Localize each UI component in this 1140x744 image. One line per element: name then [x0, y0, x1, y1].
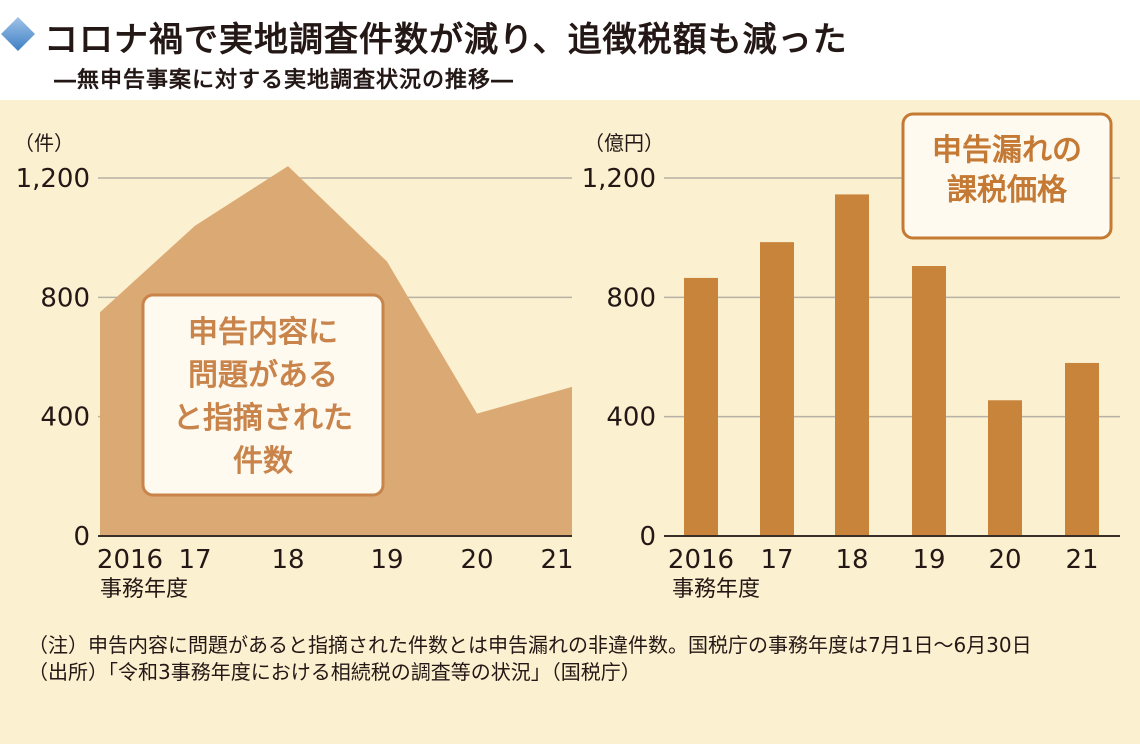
- x-tick-label: 21: [1065, 545, 1098, 575]
- x-tick-label: 17: [760, 545, 793, 575]
- x-tick-label: 20: [988, 545, 1021, 575]
- notes: （注）申告内容に問題があると指摘された件数とは申告漏れの非違件数。国税庁の事務年…: [28, 632, 1118, 686]
- header: コロナ禍で実地調査件数が減り、追徴税額も減った ―無申告事案に対する実地調査状況…: [0, 0, 1140, 100]
- y-axis-unit-label: （件）: [14, 131, 74, 155]
- y-tick-label: 0: [73, 522, 90, 552]
- y-tick-label: 400: [40, 403, 90, 433]
- x-axis-label: 事務年度: [100, 577, 188, 602]
- source-text: （出所）「令和3事務年度における相続税の調査等の状況」（国税庁）: [28, 660, 641, 684]
- annotation-line: と指摘された: [173, 401, 353, 436]
- x-tick-label: 2016: [97, 545, 163, 575]
- x-tick-label: 18: [271, 545, 304, 575]
- bar: [835, 194, 869, 536]
- y-tick-label: 1,200: [582, 164, 656, 194]
- annotation-box: [141, 293, 385, 497]
- diamond-icon: [1, 17, 35, 51]
- y-tick-label: 400: [606, 403, 656, 433]
- y-axis-unit-label: （億円）: [584, 131, 664, 155]
- y-tick-label: 0: [639, 522, 656, 552]
- x-tick-label: 21: [540, 545, 573, 575]
- annotation-line: 申告内容に: [188, 315, 338, 350]
- bar: [988, 400, 1022, 536]
- bar: [912, 266, 946, 536]
- x-tick-label: 2016: [668, 545, 734, 575]
- y-tick-label: 800: [40, 283, 90, 313]
- x-tick-label: 19: [370, 545, 403, 575]
- chart-title: コロナ禍で実地調査件数が減り、追徴税額も減った: [44, 20, 848, 60]
- bar: [1065, 362, 1099, 536]
- annotation-line: 件数: [233, 444, 294, 479]
- x-tick-label: 17: [178, 545, 211, 575]
- y-tick-label: 800: [606, 283, 656, 313]
- bar: [760, 242, 794, 536]
- annotation-line: 課税価格: [947, 173, 1068, 208]
- y-tick-label: 1,200: [16, 164, 90, 194]
- chart-subtitle: ―無申告事案に対する実地調査状況の推移―: [54, 68, 515, 93]
- annotation-line: 申告漏れの: [932, 133, 1082, 168]
- bar: [684, 277, 718, 536]
- x-axis-label: 事務年度: [672, 577, 760, 602]
- annotation-box: [901, 112, 1113, 240]
- x-tick-label: 18: [835, 545, 868, 575]
- note-text: （注）申告内容に問題があると指摘された件数とは申告漏れの非違件数。国税庁の事務年…: [28, 633, 1032, 657]
- x-tick-label: 20: [460, 545, 493, 575]
- annotation-line: 問題がある: [188, 358, 338, 393]
- x-tick-label: 19: [912, 545, 945, 575]
- charts-svg: （件） 0 400 800 1,200 2016 17 18 19 20 21 事務年度 申告内容に問題…: [14, 112, 1120, 602]
